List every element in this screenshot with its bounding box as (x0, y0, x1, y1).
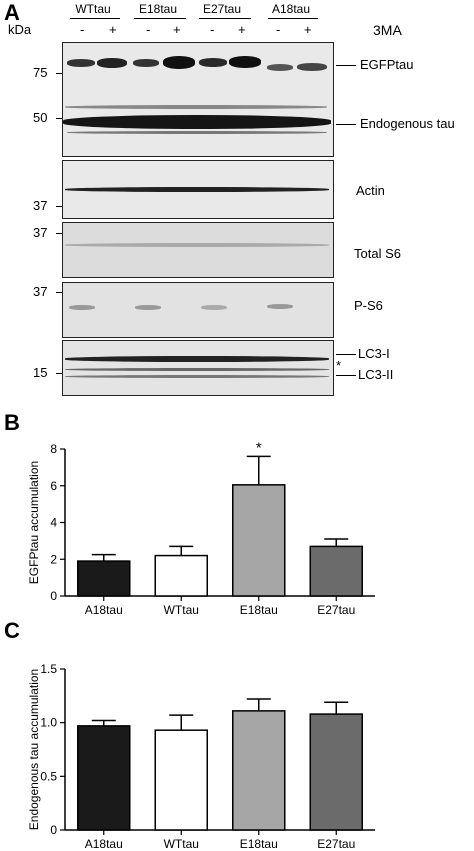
label-line (336, 354, 356, 355)
group-underline (199, 18, 251, 19)
x-tick-label: E18tau (240, 837, 278, 851)
bar (77, 560, 131, 597)
y-tick-label: 0 (50, 589, 57, 603)
label-lc3-i: LC3-I (358, 346, 390, 361)
blot-total-s6 (62, 222, 334, 278)
x-tick-label: A18tau (85, 603, 123, 617)
marker-37: 37 (33, 198, 48, 213)
label-egfptau: EGFPtau (360, 57, 414, 72)
lane-sign: + (304, 22, 312, 37)
lane-sign: - (210, 22, 215, 37)
y-tick-label: 1.0 (40, 716, 57, 730)
marker-tick (56, 292, 62, 293)
y-tick-label: 6 (50, 479, 57, 493)
marker-tick (56, 206, 62, 207)
y-tick-label: 0.5 (40, 769, 57, 783)
x-tick-label: E27tau (317, 603, 355, 617)
bar (232, 710, 286, 831)
bar (77, 725, 131, 831)
marker-37: 37 (33, 225, 48, 240)
label-line (336, 65, 356, 66)
marker-37: 37 (33, 284, 48, 299)
group-label-a18tau: A18tau (271, 2, 311, 16)
x-tick-label: E27tau (317, 837, 355, 851)
marker-50: 50 (33, 110, 48, 125)
group-underline (268, 18, 318, 19)
label-asterisk: * (336, 358, 342, 373)
panel-c-letter: C (4, 618, 20, 643)
y-tick-label: 1.5 (40, 662, 57, 676)
marker-tick (56, 118, 62, 119)
kda-label: kDa (8, 22, 32, 37)
treatment-label: 3MA (373, 22, 402, 38)
group-label-e27tau: E27tau (202, 2, 242, 16)
label-p-s6: P-S6 (354, 298, 383, 313)
y-axis-label: Endogenous tau accumulation (27, 669, 41, 830)
lane-sign: + (109, 22, 117, 37)
group-label-e18tau: E18tau (138, 2, 178, 16)
lane-sign: + (173, 22, 181, 37)
blot-tau (62, 42, 334, 157)
y-axis-label: EGFPtau accumulation (27, 461, 41, 584)
y-tick-label: 0 (50, 823, 57, 837)
group-label-wttau: WTtau (75, 2, 111, 16)
label-lc3-ii: LC3-II (358, 367, 394, 382)
label-total-s6: Total S6 (354, 246, 401, 261)
lane-sign: - (146, 22, 151, 37)
bar (309, 713, 363, 831)
lane-sign: - (276, 22, 281, 37)
x-tick-label: E18tau (240, 603, 278, 617)
marker-tick (56, 373, 62, 374)
bar (309, 545, 363, 597)
group-underline (134, 18, 186, 19)
lane-sign: + (238, 22, 246, 37)
marker-15: 15 (33, 365, 48, 380)
marker-75: 75 (33, 65, 48, 80)
panel-b-letter: B (4, 410, 20, 435)
x-tick-label: WTtau (164, 603, 199, 617)
y-tick-label: 8 (50, 442, 57, 456)
label-line (336, 124, 356, 125)
blot-actin (62, 160, 334, 219)
label-endogenous-tau: Endogenous tau (360, 116, 455, 131)
group-underline (70, 18, 120, 19)
label-line (336, 375, 356, 376)
lane-sign: - (80, 22, 85, 37)
bar-chart-b: 0 2 4 6 8 EGFPtau accumulation A18tau WTtau E18t… (27, 439, 375, 617)
marker-tick (56, 233, 62, 234)
y-tick-label: 2 (50, 552, 57, 566)
x-tick-label: WTtau (164, 837, 199, 851)
bar (154, 729, 208, 831)
blot-p-s6 (62, 282, 334, 338)
significance-marker: * (256, 439, 262, 456)
marker-tick (56, 73, 62, 74)
panel-a-letter: A (4, 0, 20, 25)
bar (154, 554, 208, 597)
label-actin: Actin (356, 183, 385, 198)
x-tick-label: A18tau (85, 837, 123, 851)
y-tick-label: 4 (50, 516, 57, 530)
bar (232, 484, 286, 597)
blot-lc3 (62, 340, 334, 396)
